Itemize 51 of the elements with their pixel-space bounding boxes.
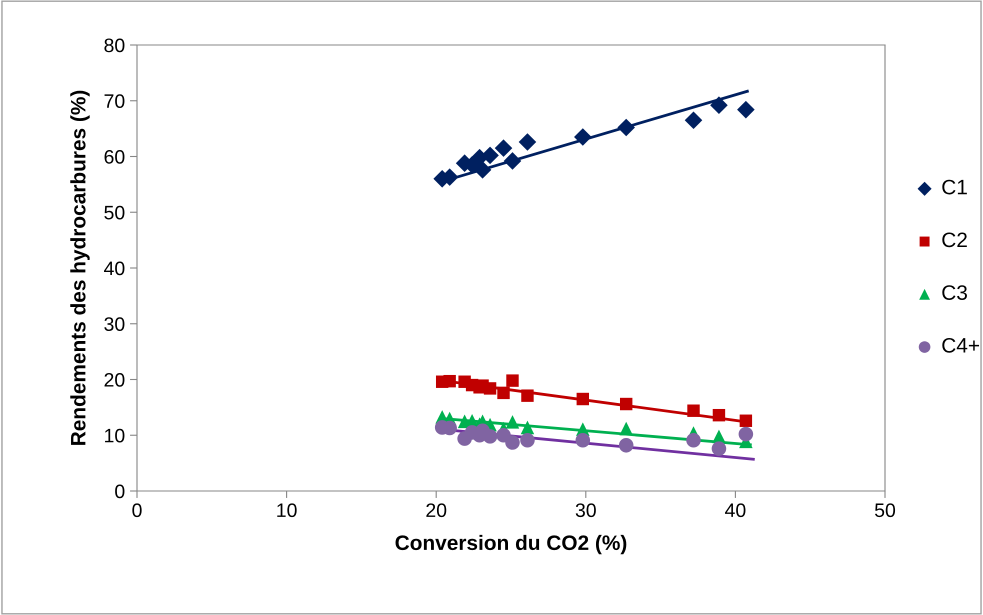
point (494, 139, 512, 157)
legend-label: C2 (942, 232, 967, 248)
point (474, 161, 492, 179)
point (687, 404, 700, 417)
x-tick-label: 50 (874, 503, 896, 518)
x-tick-label: 20 (426, 503, 446, 518)
y-tick-label: 30 (104, 317, 124, 331)
point (482, 429, 498, 444)
point (684, 111, 702, 130)
legend-label: C1 (942, 180, 967, 194)
point (443, 374, 456, 388)
legend-label: C3 (942, 285, 967, 300)
y-tick-label: 60 (104, 150, 124, 164)
point (506, 415, 520, 429)
point (738, 426, 754, 442)
point (686, 432, 701, 448)
point (737, 100, 755, 118)
point (618, 438, 634, 453)
point (619, 422, 633, 436)
y-tick-label: 70 (104, 94, 124, 108)
point (520, 420, 534, 434)
y-tick-label: 10 (105, 428, 124, 442)
point (620, 398, 632, 410)
point (574, 128, 592, 146)
x-tick-label: 0 (132, 503, 142, 518)
y-tick-label: 20 (104, 372, 124, 387)
point (518, 133, 536, 151)
y-tick-label: 80 (104, 38, 124, 52)
x-axis-title: Conversion du CO2 (%) (396, 534, 626, 554)
point (576, 392, 590, 406)
point (505, 435, 520, 450)
point (617, 118, 635, 136)
y-tick-label: 40 (104, 261, 124, 276)
point (497, 386, 510, 400)
point (521, 389, 534, 402)
point (712, 408, 726, 422)
point (506, 374, 519, 387)
point (504, 152, 522, 170)
y-axis-title: Rendements des hydrocarbures (%) (70, 90, 90, 445)
x-tick-label: 30 (576, 503, 596, 518)
point (712, 441, 726, 456)
point (576, 432, 590, 448)
point (710, 96, 728, 114)
x-tick-label: 40 (725, 503, 746, 518)
point (484, 382, 496, 395)
point (740, 414, 752, 427)
point (520, 432, 535, 448)
y-tick-label: 0 (115, 484, 124, 498)
x-tick-label: 10 (277, 503, 297, 518)
y-tick-label: 50 (104, 206, 124, 220)
legend-label: C4+ (942, 338, 980, 353)
